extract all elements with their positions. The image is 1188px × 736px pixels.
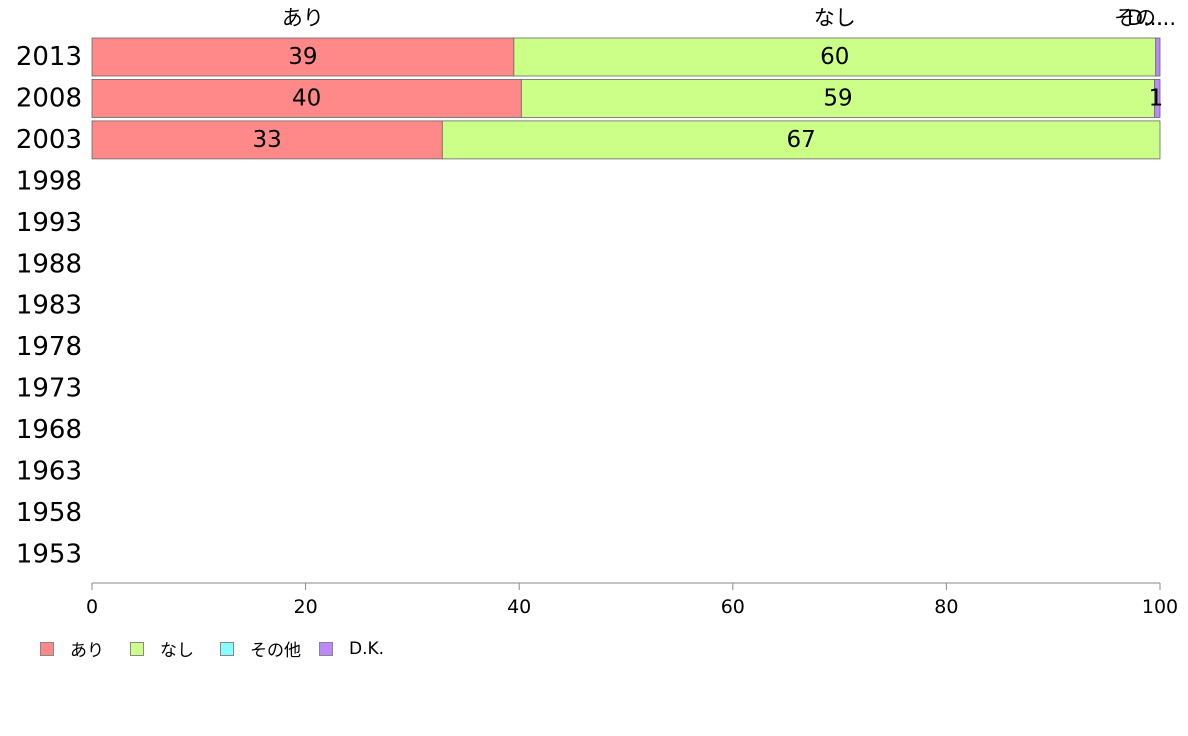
year-label-1978: 1978 <box>16 332 82 362</box>
year-label-1968: 1968 <box>16 415 82 445</box>
legend-item-nashi: なし <box>130 636 202 661</box>
legend-label-sonota: その他 <box>250 641 301 661</box>
stacked-bar-chart: あり なし その...D... 2013 2008 2003 1998 1993 1988 19… <box>16 6 1178 618</box>
bar-2013-series-3 <box>1155 37 1161 77</box>
legend-label-nashi: なし <box>160 641 194 661</box>
year-label-2003: 2003 <box>16 125 82 155</box>
year-label-1988: 1988 <box>16 249 82 279</box>
year-label-1993: 1993 <box>16 208 82 238</box>
bar-2013-series-0 <box>91 37 515 77</box>
legend-item-dk: D.K. <box>319 639 391 659</box>
bars: 39 60 40 59 1 33 67 <box>91 37 1164 160</box>
top-label-series-3: D... <box>1127 6 1163 30</box>
legend-item-ari: あり <box>40 636 112 661</box>
top-label-series-2: その... <box>1114 6 1176 30</box>
legend-label-dk: D.K. <box>349 638 385 659</box>
top-series-labels: あり なし その...D... <box>282 6 1176 30</box>
data-label-2008-series-3: 1 <box>1149 85 1164 111</box>
top-label-series-0: あり <box>282 6 324 30</box>
x-axis: 0 20 40 60 80 100 <box>86 582 1178 618</box>
legend-item-sonota: その他 <box>220 636 301 661</box>
bar-2008-series-0 <box>91 79 522 118</box>
year-label-1953: 1953 <box>16 539 82 569</box>
data-label-2003-series-1: 67 <box>787 127 816 153</box>
x-tick-label-40: 40 <box>507 596 531 618</box>
legend-swatch-sonota <box>220 641 234 656</box>
year-label-2013: 2013 <box>16 42 82 72</box>
year-label-2008: 2008 <box>16 83 82 113</box>
legend-swatch-ari <box>40 641 54 656</box>
bar-2003-series-1 <box>441 120 1161 160</box>
bar-2013-series-1 <box>513 37 1157 77</box>
data-label-2008-series-0: 40 <box>292 85 321 111</box>
legend-label-ari: あり <box>70 641 104 661</box>
data-label-2013-series-1: 60 <box>820 44 849 70</box>
year-label-1998: 1998 <box>16 166 82 196</box>
legend-swatch-nashi <box>130 641 144 656</box>
data-label-2013-series-0: 39 <box>288 44 317 70</box>
year-label-1973: 1973 <box>16 374 82 404</box>
x-tick-label-100: 100 <box>1142 596 1178 618</box>
year-axis-labels: 2013 2008 2003 1998 1993 1988 1983 1978 1973 1968… <box>16 42 82 569</box>
bar-2008-series-1 <box>520 79 1156 118</box>
year-label-1958: 1958 <box>16 498 82 528</box>
data-label-2003-series-0: 33 <box>253 127 282 153</box>
legend-swatch-dk <box>319 641 333 656</box>
bar-2003-series-0 <box>91 120 443 160</box>
year-label-1963: 1963 <box>16 457 82 487</box>
legend: あり なし その他 D.K. <box>40 636 409 661</box>
top-label-series-1: なし <box>814 6 856 30</box>
x-tick-label-60: 60 <box>721 596 745 618</box>
x-tick-label-0: 0 <box>86 596 98 618</box>
bar-2008-series-3 <box>1154 79 1161 118</box>
x-tick-label-20: 20 <box>294 596 318 618</box>
x-tick-label-80: 80 <box>934 596 958 618</box>
data-label-2008-series-1: 59 <box>823 85 852 111</box>
year-label-1983: 1983 <box>16 291 82 321</box>
